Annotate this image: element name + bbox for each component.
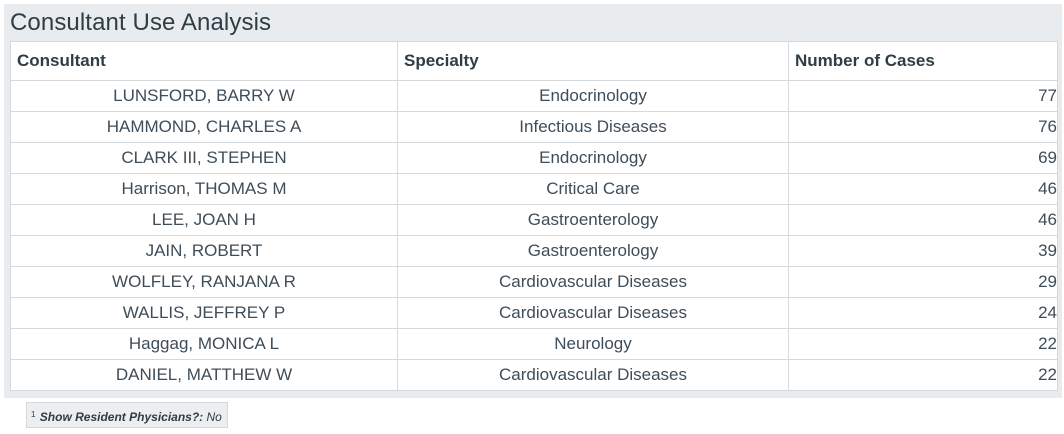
table-row[interactable]: LUNSFORD, BARRY W Endocrinology 77 (10, 80, 1058, 112)
specialty-cell: Cardiovascular Diseases (397, 266, 789, 298)
footnote-label: Show Resident Physicians?: (39, 410, 204, 424)
specialty-cell: Neurology (397, 328, 789, 360)
cases-cell: 77 (788, 80, 1058, 112)
consultant-cell: LUNSFORD, BARRY W (10, 80, 398, 112)
table-row[interactable]: WOLFLEY, RANJANA R Cardiovascular Diseas… (10, 266, 1058, 298)
consultant-cell: CLARK III, STEPHEN (10, 142, 398, 174)
consultant-cell: Harrison, THOMAS M (10, 173, 398, 205)
cases-cell: 76 (788, 111, 1058, 143)
report-header: Consultant Use Analysis (4, 4, 1062, 41)
consultant-cell: WALLIS, JEFFREY P (10, 297, 398, 329)
consultant-table: Consultant Specialty Number of Cases LUN… (10, 41, 1058, 391)
table-body: LUNSFORD, BARRY W Endocrinology 77 HAMMO… (10, 80, 1058, 391)
column-header-specialty[interactable]: Specialty (397, 41, 789, 81)
consultant-cell: Haggag, MONICA L (10, 328, 398, 360)
specialty-cell: Endocrinology (397, 80, 789, 112)
page-title: Consultant Use Analysis (10, 9, 272, 36)
table-row[interactable]: HAMMOND, CHARLES A Infectious Diseases 7… (10, 111, 1058, 143)
cases-cell: 69 (788, 142, 1058, 174)
cases-cell: 46 (788, 204, 1058, 236)
cases-cell: 22 (788, 359, 1058, 391)
specialty-cell: Critical Care (397, 173, 789, 205)
specialty-cell: Cardiovascular Diseases (397, 297, 789, 329)
consultant-cell: HAMMOND, CHARLES A (10, 111, 398, 143)
filter-footnote: 1 Show Resident Physicians?: No (26, 402, 228, 428)
table-row[interactable]: DANIEL, MATTHEW W Cardiovascular Disease… (10, 359, 1058, 391)
table-row[interactable]: LEE, JOAN H Gastroenterology 46 (10, 204, 1058, 236)
column-header-number-of-cases[interactable]: Number of Cases (788, 41, 1058, 81)
specialty-cell: Endocrinology (397, 142, 789, 174)
column-header-consultant[interactable]: Consultant (10, 41, 398, 81)
cases-cell: 22 (788, 328, 1058, 360)
report-panel: Consultant Specialty Number of Cases LUN… (4, 41, 1062, 398)
footnote-marker: 1 (31, 410, 36, 419)
cases-cell: 24 (788, 297, 1058, 329)
consultant-cell: LEE, JOAN H (10, 204, 398, 236)
specialty-cell: Infectious Diseases (397, 111, 789, 143)
footnote-value: No (206, 410, 222, 424)
cases-cell: 46 (788, 173, 1058, 205)
table-header-row: Consultant Specialty Number of Cases (10, 41, 1058, 81)
consultant-cell: DANIEL, MATTHEW W (10, 359, 398, 391)
table-row[interactable]: Harrison, THOMAS M Critical Care 46 (10, 173, 1058, 205)
cases-cell: 29 (788, 266, 1058, 298)
specialty-cell: Gastroenterology (397, 204, 789, 236)
table-row[interactable]: Haggag, MONICA L Neurology 22 (10, 328, 1058, 360)
table-row[interactable]: WALLIS, JEFFREY P Cardiovascular Disease… (10, 297, 1058, 329)
consultant-cell: JAIN, ROBERT (10, 235, 398, 267)
consultant-cell: WOLFLEY, RANJANA R (10, 266, 398, 298)
specialty-cell: Gastroenterology (397, 235, 789, 267)
cases-cell: 39 (788, 235, 1058, 267)
table-row[interactable]: CLARK III, STEPHEN Endocrinology 69 (10, 142, 1058, 174)
table-row[interactable]: JAIN, ROBERT Gastroenterology 39 (10, 235, 1058, 267)
specialty-cell: Cardiovascular Diseases (397, 359, 789, 391)
